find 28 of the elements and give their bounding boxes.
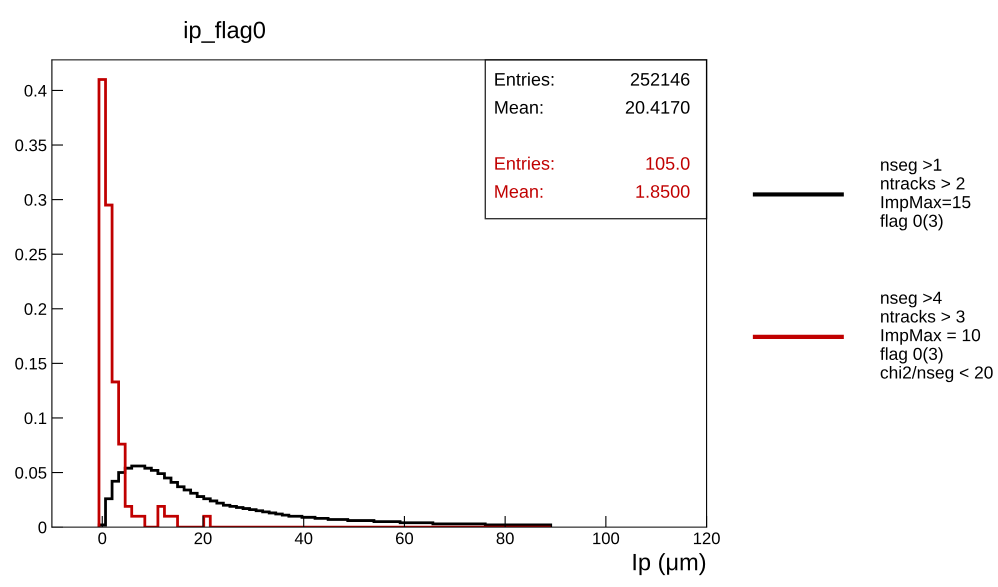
annotation: Entries: (495, 156, 554, 170)
x-tick-label: 80 (496, 532, 514, 544)
x-tick-label: 20 (194, 532, 212, 544)
y-tick-label: 0 (38, 522, 46, 534)
annotation: 252146 (630, 72, 690, 86)
text: nseg >4 ntracks > 3 ImpMax = 10 flag 0(3) chi2/nseg < 20 (880, 292, 993, 382)
annotation: Mean: (495, 101, 542, 114)
annotation: 1.8500 (636, 185, 690, 198)
annotation: 105.0 (646, 157, 690, 170)
x-tick-label: 100 (593, 532, 620, 544)
y-tick-label: 0.2 (24, 303, 46, 315)
text: nseg >1 ntracks > 2 ImpMax=15 flag 0(3) (880, 158, 970, 230)
y-tick-label: 0.4 (24, 84, 47, 97)
y-tick-label: 0.25 (15, 248, 46, 260)
x-tick-label: 40 (294, 532, 312, 544)
x-tick-label: 0 (98, 532, 106, 544)
annotation: Mean: (495, 185, 542, 198)
x-tick-label: 60 (396, 532, 414, 544)
chart-title: ip_flag0 (184, 21, 265, 44)
y-tick-label: 0.15 (15, 358, 46, 370)
annotation: Entries: (495, 72, 554, 86)
y-tick-label: 0.05 (15, 466, 46, 479)
x-tick-label: 120 (694, 532, 720, 544)
annotation: 20.4170 (626, 100, 690, 114)
y-tick-label: 0.3 (24, 194, 46, 206)
y-tick-label: 0.1 (24, 412, 46, 424)
x-axis-title: Ip (μm) (634, 553, 706, 576)
y-tick-label: 0.35 (15, 139, 46, 152)
